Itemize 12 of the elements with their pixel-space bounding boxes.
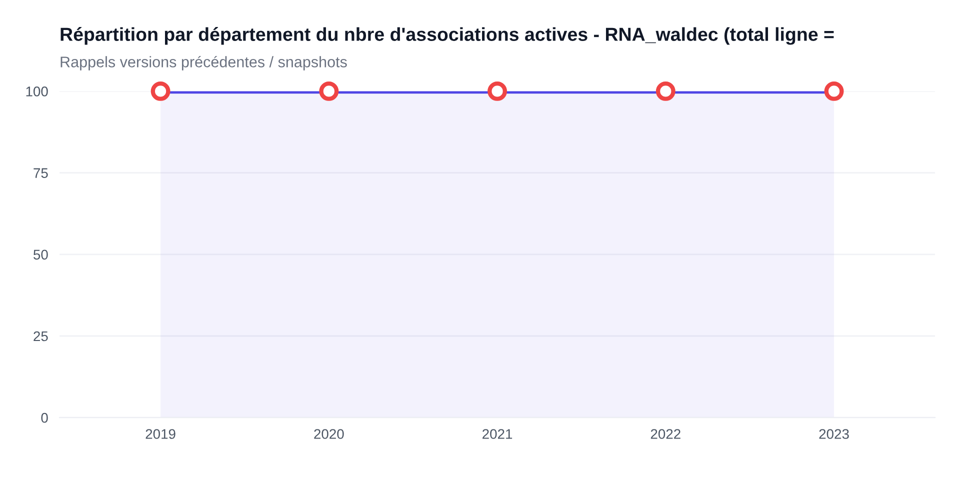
y-tick-label: 0 xyxy=(41,412,48,423)
y-tick-label: 100 xyxy=(26,86,48,96)
x-tick-label: 2019 xyxy=(146,429,176,439)
x-tick-label: 2022 xyxy=(650,429,680,439)
chart-subtitle: Rappels versions précédentes / snapshots xyxy=(60,56,347,70)
x-tick-label: 2023 xyxy=(819,429,849,439)
chart-title: Répartition par département du nbre d'associations actives - RNA_waldec (total ligne = xyxy=(60,27,834,45)
y-tick-label: 75 xyxy=(34,168,48,178)
y-tick-label: 25 xyxy=(34,331,48,342)
x-tick-label: 2021 xyxy=(482,429,512,439)
x-tick-label: 2020 xyxy=(314,429,344,439)
y-tick-label: 50 xyxy=(34,250,48,260)
